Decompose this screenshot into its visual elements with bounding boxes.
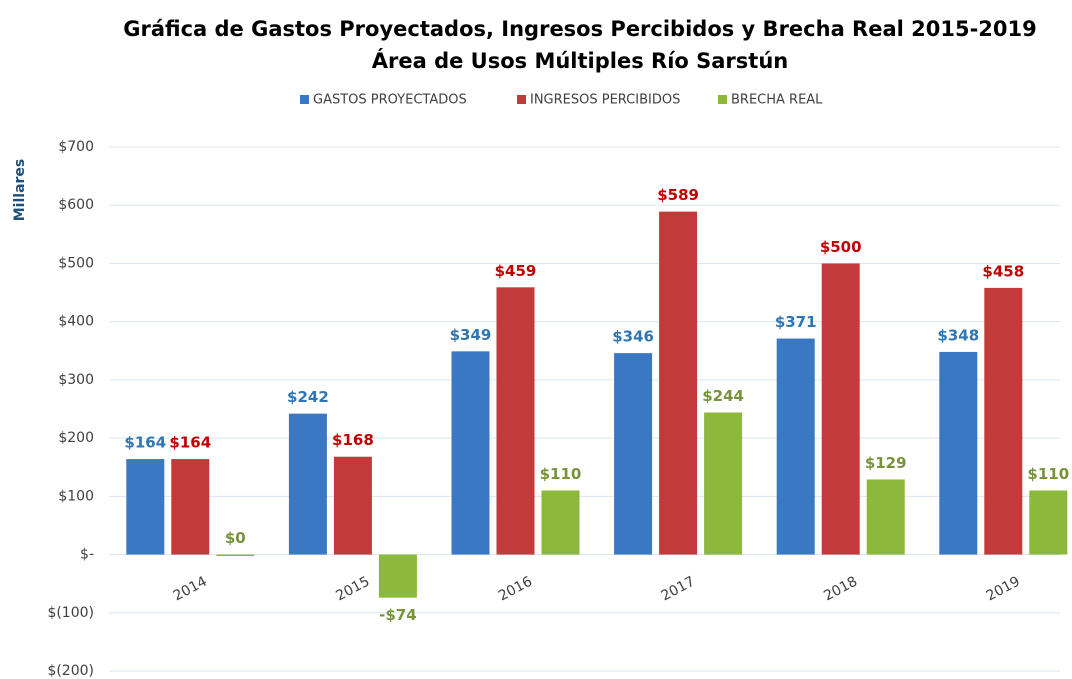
- x-tick-label: 2015: [333, 574, 372, 605]
- legend-swatch: [718, 95, 727, 104]
- legend-label: BRECHA REAL: [731, 93, 823, 108]
- y-axis-title: Millares: [12, 159, 28, 222]
- bar: [378, 554, 417, 598]
- bar: [496, 287, 535, 555]
- y-tick-label: $700: [58, 139, 94, 155]
- x-tick-label: 2014: [171, 574, 210, 605]
- x-tick-label: 2018: [821, 574, 860, 605]
- data-label: $164: [124, 434, 166, 452]
- data-label: $371: [775, 313, 817, 331]
- bar: [126, 459, 165, 555]
- bar: [659, 211, 698, 555]
- bar: [451, 351, 490, 555]
- bar: [333, 456, 372, 555]
- y-tick-label: $600: [58, 197, 94, 213]
- data-label: $349: [450, 326, 492, 344]
- data-label: $459: [495, 262, 537, 280]
- bar: [776, 338, 815, 555]
- data-label: $346: [612, 328, 654, 346]
- data-label: $168: [332, 431, 374, 449]
- data-label: $244: [702, 387, 744, 405]
- bar: [216, 554, 255, 557]
- data-label: $110: [540, 465, 582, 483]
- y-tick-label: $500: [58, 255, 94, 271]
- legend-label: INGRESOS PERCIBIDOS: [530, 93, 680, 108]
- data-label: $589: [657, 186, 699, 204]
- bar: [288, 413, 327, 555]
- data-label: $129: [865, 454, 907, 472]
- y-tick-label: $-: [80, 547, 94, 563]
- y-tick-label: $200: [58, 430, 94, 446]
- legend-swatch: [300, 95, 309, 104]
- bar: [1029, 490, 1068, 555]
- x-tick-label: 2016: [496, 574, 535, 605]
- chart-subtitle: Área de Usos Múltiples Río Sarstún: [372, 48, 788, 73]
- legend-label: GASTOS PROYECTADOS: [313, 93, 467, 108]
- y-tick-label: $100: [58, 488, 94, 504]
- y-tick-label: $400: [58, 314, 94, 330]
- bar: [821, 263, 860, 555]
- data-label: $348: [937, 326, 979, 344]
- chart-title: Gráfica de Gastos Proyectados, Ingresos …: [123, 17, 1037, 41]
- data-label: $458: [982, 262, 1024, 280]
- data-label: $110: [1027, 465, 1069, 483]
- data-label: $0: [225, 529, 246, 547]
- bar: [984, 287, 1023, 555]
- data-label: $164: [169, 434, 211, 452]
- bar: [704, 412, 743, 555]
- x-tick-label: 2019: [984, 574, 1023, 605]
- bar: [939, 351, 978, 555]
- bar: [541, 490, 580, 555]
- bar: [866, 479, 905, 555]
- bar: [614, 353, 653, 555]
- data-label: $242: [287, 388, 329, 406]
- y-tick-label: $300: [58, 372, 94, 388]
- data-label: $500: [820, 238, 862, 256]
- y-tick-label: $(100): [47, 605, 94, 621]
- bar: [171, 459, 210, 555]
- x-tick-label: 2017: [659, 574, 698, 605]
- legend-swatch: [517, 95, 526, 104]
- y-tick-label: $(200): [47, 663, 94, 679]
- data-label: -$74: [379, 606, 417, 624]
